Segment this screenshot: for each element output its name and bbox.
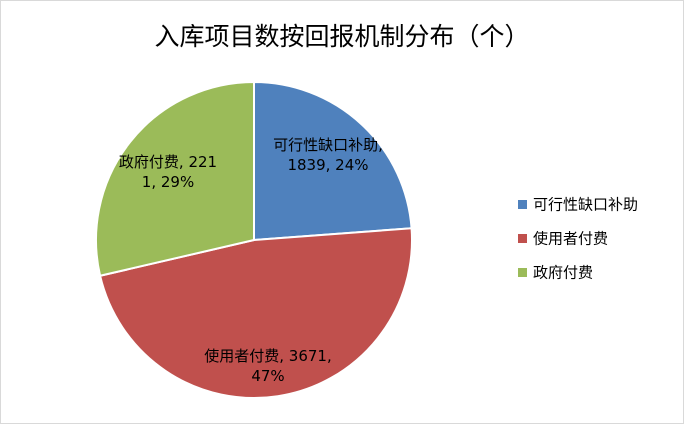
legend-swatch: [518, 200, 527, 209]
pie-slice: [98, 227, 413, 399]
chart-title: 入库项目数按回报机制分布（个）: [154, 22, 529, 51]
pie-slice: [253, 80, 413, 242]
data-label: 政府付费, 2211, 29%: [118, 153, 218, 191]
legend-label: 可行性缺口补助: [533, 196, 638, 214]
legend-label: 政府付费: [533, 264, 593, 282]
legend-swatch: [518, 268, 527, 277]
pie-slice: [95, 80, 255, 277]
legend-swatch: [518, 234, 527, 243]
legend-label: 使用者付费: [533, 230, 608, 248]
data-label: 使用者付费, 3671, 47%: [204, 347, 332, 385]
data-label: 可行性缺口补助, 1839, 24%: [273, 136, 383, 174]
